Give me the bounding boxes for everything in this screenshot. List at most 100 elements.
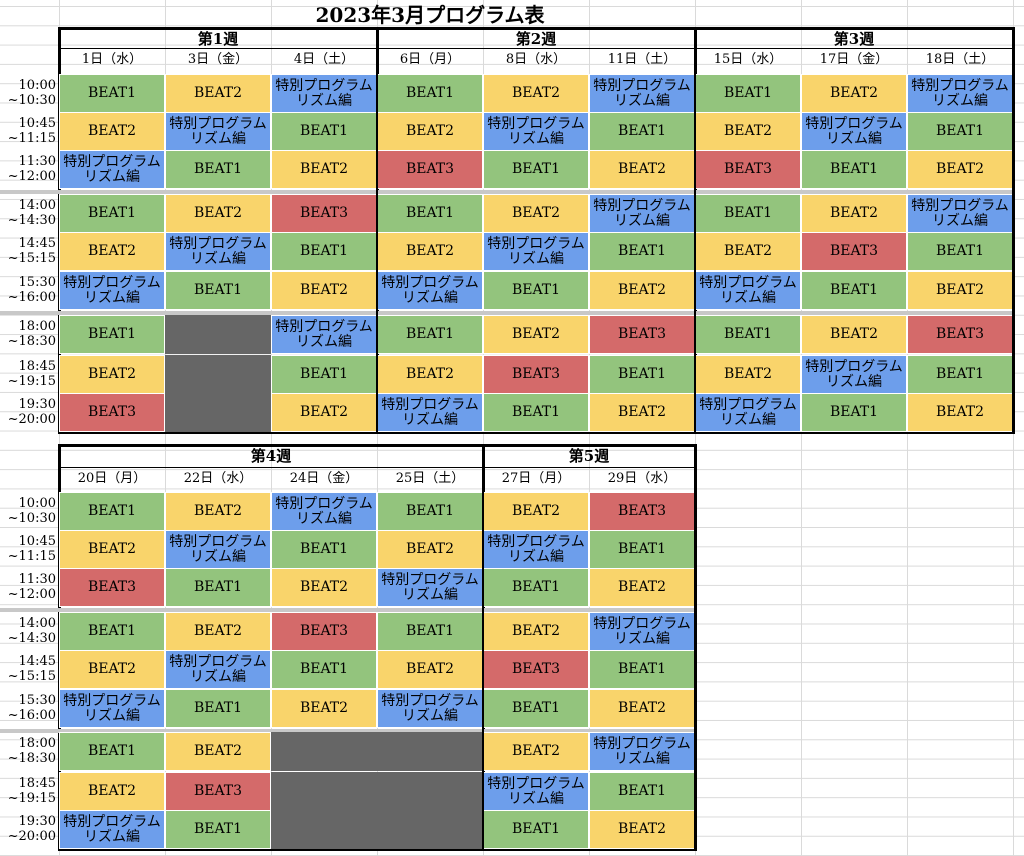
program-cell: BEAT3: [589, 315, 695, 354]
day-header: 4日（土）: [293, 52, 355, 67]
program-cell: BEAT2: [271, 689, 377, 728]
time-label: 19:30 ~20:00: [7, 814, 56, 844]
program-cell: BEAT1: [271, 355, 377, 394]
day-header: 22日（水）: [183, 471, 253, 486]
program-cell: BEAT2: [59, 355, 165, 394]
program-cell: BEAT2: [801, 74, 907, 113]
program-cell: BEAT1: [589, 530, 695, 569]
program-cell: BEAT1: [165, 271, 271, 310]
special-program-cell: 特別プログラム リズム編: [165, 232, 271, 271]
day-header: 27日（月）: [501, 471, 571, 486]
time-label: 18:45 ~19:15: [7, 359, 56, 389]
program-cell: BEAT1: [165, 150, 271, 189]
program-cell: BEAT2: [589, 271, 695, 310]
week-header: 第5週: [568, 447, 610, 465]
special-program-cell: 特別プログラム リズム編: [59, 689, 165, 728]
day-header: 1日（水）: [81, 52, 143, 67]
session-separator: [0, 729, 695, 733]
closed-cell: [165, 355, 271, 394]
time-label: 11:30 ~12:00: [7, 154, 56, 184]
closed-cell: [377, 810, 483, 849]
time-label: 15:30 ~16:00: [7, 693, 56, 723]
time-label: 15:30 ~16:00: [7, 275, 56, 305]
special-program-cell: 特別プログラム リズム編: [483, 232, 589, 271]
program-cell: BEAT2: [377, 650, 483, 689]
program-cell: BEAT1: [271, 112, 377, 151]
program-cell: BEAT1: [59, 492, 165, 531]
program-cell: BEAT1: [59, 612, 165, 651]
program-cell: BEAT2: [483, 74, 589, 113]
program-cell: BEAT1: [59, 315, 165, 354]
special-program-cell: 特別プログラム リズム編: [271, 492, 377, 531]
program-cell: BEAT3: [907, 315, 1013, 354]
week-header: 第4週: [250, 447, 292, 465]
program-cell: BEAT1: [271, 232, 377, 271]
program-cell: BEAT2: [377, 232, 483, 271]
time-label: 18:45 ~19:15: [7, 776, 56, 806]
program-cell: BEAT1: [377, 492, 483, 531]
week-header: 第2週: [515, 30, 557, 48]
special-program-cell: 特別プログラム リズム編: [165, 530, 271, 569]
header-divider: [695, 48, 1013, 49]
special-program-cell: 特別プログラム リズム編: [483, 772, 589, 811]
special-program-cell: 特別プログラム リズム編: [377, 689, 483, 728]
special-program-cell: 特別プログラム リズム編: [589, 194, 695, 233]
time-label: 14:45 ~15:15: [7, 654, 56, 684]
program-cell: BEAT2: [165, 732, 271, 771]
program-cell: BEAT1: [907, 232, 1013, 271]
closed-cell: [271, 772, 377, 811]
program-cell: BEAT2: [695, 112, 801, 151]
closed-cell: [271, 810, 377, 849]
program-cell: BEAT2: [907, 393, 1013, 432]
day-header: 8日（水）: [505, 52, 567, 67]
program-cell: BEAT2: [483, 732, 589, 771]
program-cell: BEAT1: [801, 393, 907, 432]
program-cell: BEAT1: [483, 393, 589, 432]
program-cell: BEAT3: [271, 612, 377, 651]
program-cell: BEAT3: [165, 772, 271, 811]
week-divider: [694, 444, 696, 851]
program-cell: BEAT1: [377, 74, 483, 113]
session-separator: [0, 608, 695, 612]
program-cell: BEAT1: [483, 689, 589, 728]
program-cell: BEAT3: [483, 355, 589, 394]
special-program-cell: 特別プログラム リズム編: [589, 612, 695, 651]
day-header: 3日（金）: [187, 52, 249, 67]
time-label: 10:45 ~11:15: [7, 534, 56, 564]
day-header: 20日（月）: [77, 471, 147, 486]
program-cell: BEAT1: [907, 355, 1013, 394]
program-cell: BEAT2: [589, 150, 695, 189]
program-cell: BEAT2: [165, 74, 271, 113]
special-program-cell: 特別プログラム リズム編: [377, 568, 483, 607]
day-header: 17日（金）: [819, 52, 889, 67]
week-divider: [376, 27, 378, 434]
program-cell: BEAT2: [59, 112, 165, 151]
program-cell: BEAT1: [59, 194, 165, 233]
session-separator: [0, 190, 1013, 194]
program-cell: BEAT3: [377, 150, 483, 189]
program-cell: BEAT2: [907, 271, 1013, 310]
special-program-cell: 特別プログラム リズム編: [483, 112, 589, 151]
program-cell: BEAT1: [377, 612, 483, 651]
day-header: 25日（土）: [395, 471, 465, 486]
program-cell: BEAT2: [801, 194, 907, 233]
week-divider: [482, 444, 484, 851]
closed-cell: [165, 315, 271, 354]
time-label: 14:00 ~14:30: [7, 198, 56, 228]
closed-cell: [165, 393, 271, 432]
program-cell: BEAT2: [271, 568, 377, 607]
program-cell: BEAT1: [589, 650, 695, 689]
header-divider: [483, 467, 695, 468]
week-header: 第1週: [197, 30, 239, 48]
program-cell: BEAT3: [59, 568, 165, 607]
program-cell: BEAT2: [589, 689, 695, 728]
time-label: 18:00 ~18:30: [7, 319, 56, 349]
program-cell: BEAT2: [695, 232, 801, 271]
header-divider: [377, 48, 695, 49]
program-cell: BEAT2: [377, 530, 483, 569]
program-cell: BEAT2: [271, 393, 377, 432]
program-cell: BEAT1: [59, 74, 165, 113]
program-cell: BEAT1: [695, 194, 801, 233]
time-label: 10:00 ~10:30: [7, 78, 56, 108]
day-header: 6日（月）: [399, 52, 461, 67]
